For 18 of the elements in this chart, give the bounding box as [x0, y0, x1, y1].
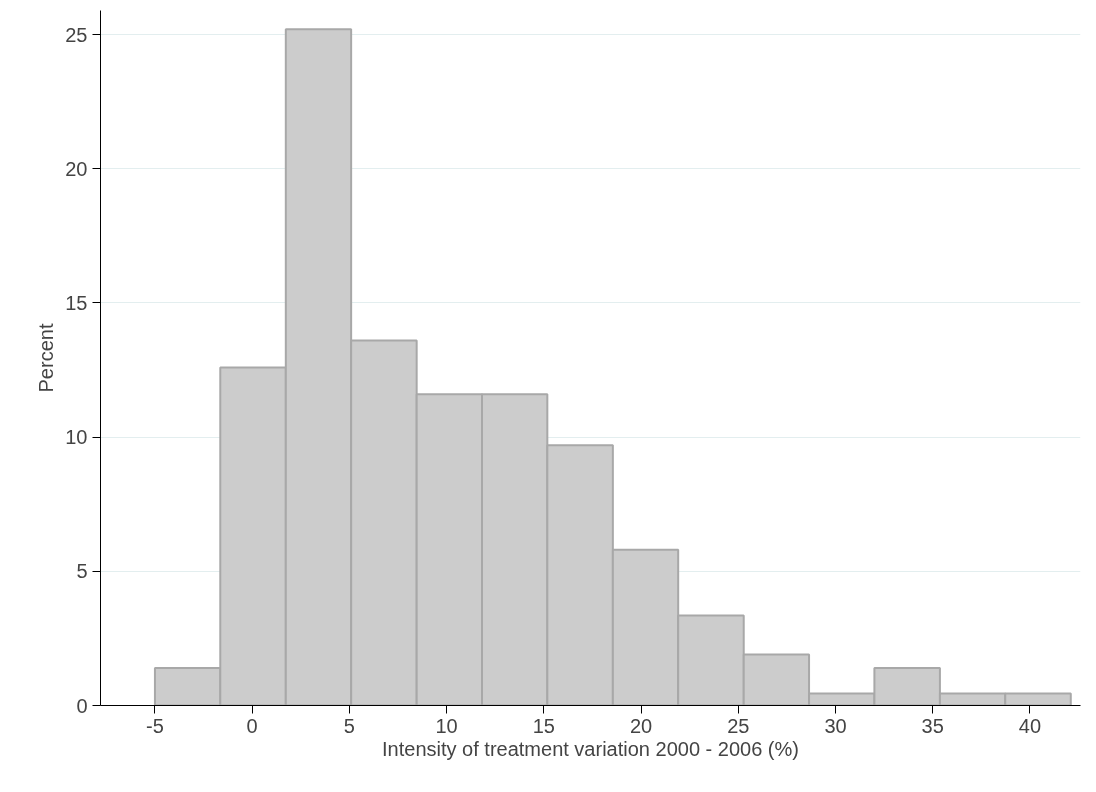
x-axis-title: Intensity of treatment variation 2000 - 2006 (%) [382, 737, 799, 760]
x-tick-label: 5 [343, 714, 355, 737]
x-tick-label: -5 [146, 714, 164, 737]
x-tick-label: 0 [246, 714, 258, 737]
x-tick-label: 35 [921, 714, 944, 737]
y-axis-title: Percent [35, 323, 58, 393]
y-tick-label: 5 [76, 560, 88, 583]
y-tick-label: 15 [65, 291, 88, 314]
x-tick-label: 25 [727, 714, 750, 737]
x-tick-label: 20 [629, 714, 653, 737]
x-tick-label: 10 [435, 714, 458, 737]
y-tick-label: 10 [65, 426, 88, 449]
x-tick-label: 30 [824, 714, 847, 737]
y-tick-label: 0 [76, 694, 88, 717]
y-tick-label: 20 [65, 157, 88, 180]
y-tick-label: 25 [65, 23, 88, 46]
x-tick-label: 15 [532, 714, 555, 737]
x-tick-label: 40 [1018, 714, 1042, 737]
